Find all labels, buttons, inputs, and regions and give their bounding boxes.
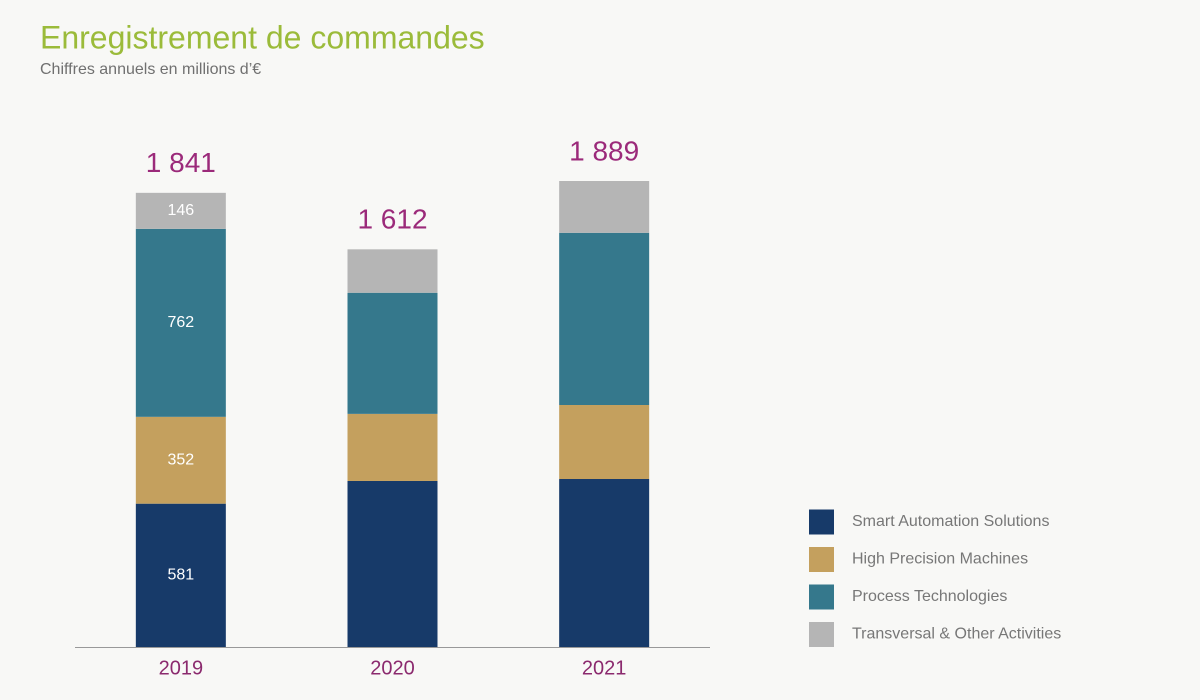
legend-swatch (809, 622, 834, 647)
bar-segment (135, 192, 226, 229)
legend-label: Process Technologies (852, 588, 1007, 605)
legend-label: High Precision Machines (852, 551, 1028, 568)
legend-label: Transversal & Other Activities (852, 626, 1061, 643)
bar-segment (135, 416, 226, 504)
bar-segment (559, 232, 650, 405)
bar-segment (347, 480, 438, 647)
value-label: 352 (167, 451, 194, 468)
bar-segment (559, 404, 650, 480)
bar-segment (347, 292, 438, 414)
legend-swatch (809, 584, 834, 610)
value-label: 762 (167, 314, 194, 331)
bar-segment (559, 479, 650, 647)
bar-segment (135, 503, 226, 647)
x-tick-label: 2019 (159, 657, 204, 679)
total-label: 1 612 (357, 204, 427, 235)
x-tick-label: 2020 (370, 657, 415, 679)
bar-segment (135, 228, 226, 417)
bar-segment (347, 249, 438, 293)
legend-swatch (809, 547, 834, 572)
total-label: 1 889 (569, 135, 639, 166)
bar-segment (347, 413, 438, 481)
chart-title: Enregistrement de commandes (40, 19, 485, 55)
chart-subtitle: Chiffres annuels en millions d’€ (40, 61, 261, 78)
bar-segment (559, 181, 650, 233)
total-label: 1 841 (146, 147, 216, 178)
x-tick-label: 2021 (582, 657, 627, 679)
value-label: 146 (167, 202, 194, 219)
legend-label: Smart Automation Solutions (852, 513, 1049, 530)
value-label: 581 (167, 567, 194, 584)
legend-swatch (809, 509, 834, 535)
